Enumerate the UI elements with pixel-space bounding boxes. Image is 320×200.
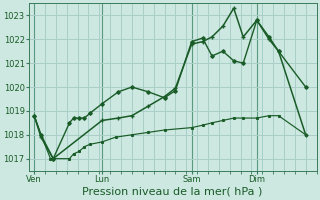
X-axis label: Pression niveau de la mer( hPa ): Pression niveau de la mer( hPa ): [83, 187, 263, 197]
